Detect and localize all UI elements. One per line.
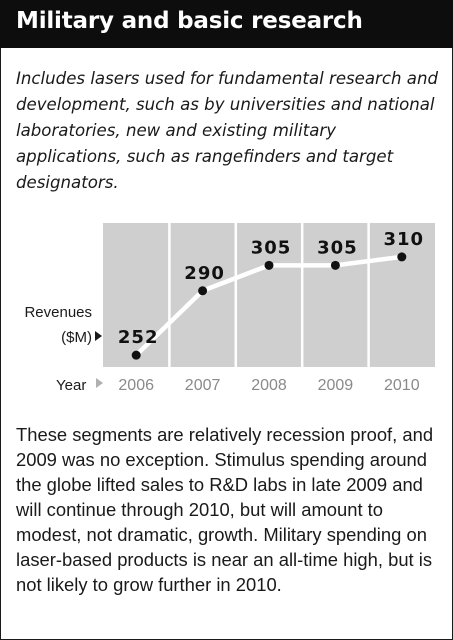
year-label-2008: 2008 (251, 377, 287, 394)
x-axis-label: Year (56, 377, 86, 394)
page-title: Military and basic research (16, 8, 363, 34)
revenue-chart-svg: 252 290 305 305 310 2006 2007 2008 2009 2010 Year R… (24, 223, 435, 394)
chart-panel (103, 223, 435, 367)
data-point-2010 (397, 252, 407, 262)
data-label-2007: 290 (184, 263, 225, 284)
data-point-2007 (198, 286, 208, 296)
data-label-2010: 310 (384, 229, 425, 250)
data-point-2008 (264, 260, 274, 270)
revenue-chart: 252 290 305 305 310 2006 2007 2008 2009 2010 Year R… (0, 205, 453, 405)
year-label-2006: 2006 (118, 377, 154, 394)
y-axis-label-line2: ($M) (61, 329, 92, 346)
body-text: These segments are relatively recession … (16, 424, 434, 595)
x-axis-pointer-icon (96, 378, 103, 388)
year-label-2007: 2007 (185, 377, 221, 394)
data-label-2009: 305 (317, 237, 358, 258)
data-point-2006 (131, 350, 141, 360)
y-axis-pointer-icon (95, 331, 102, 341)
data-label-2006: 252 (118, 327, 159, 348)
y-axis-label-line1: Revenues (24, 304, 92, 321)
data-label-2008: 305 (251, 237, 292, 258)
data-point-2009 (330, 260, 340, 270)
intro-text: Includes lasers used for fundamental res… (16, 69, 439, 192)
title-bar: Military and basic research (0, 0, 453, 48)
year-label-2010: 2010 (384, 377, 420, 394)
year-label-2009: 2009 (318, 377, 354, 394)
